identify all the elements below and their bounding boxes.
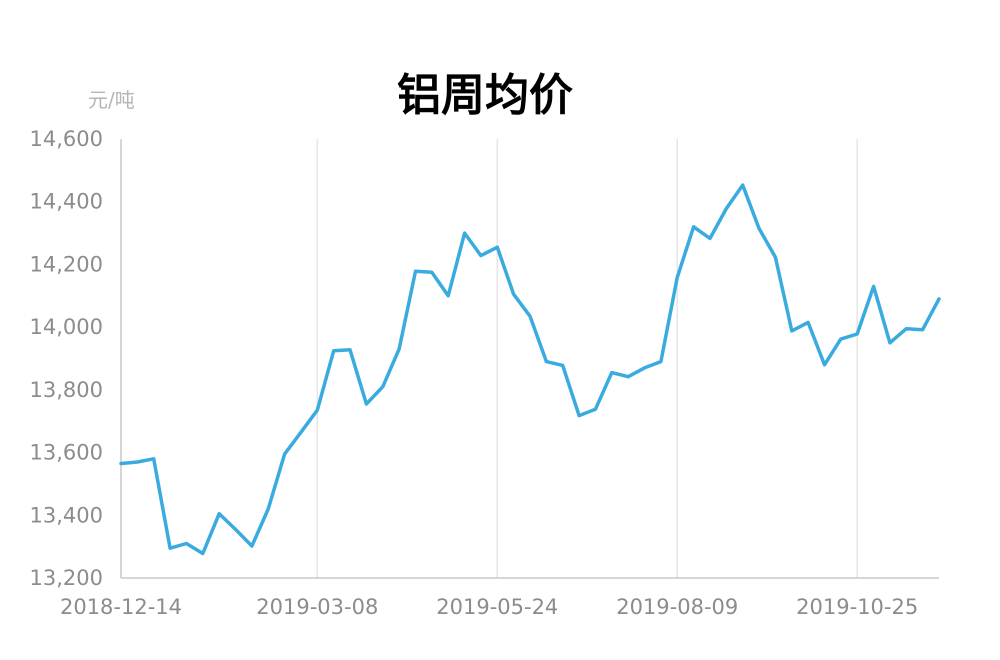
data-point — [381, 385, 384, 388]
x-tick-label: 2019-05-24 — [436, 595, 558, 619]
series-aluminum-weekly-price — [119, 183, 941, 556]
data-point — [790, 329, 793, 333]
data-point — [332, 349, 335, 352]
y-tick-label: 13,600 — [30, 441, 103, 465]
y-tick-label: 14,400 — [30, 190, 103, 214]
data-point — [185, 542, 188, 545]
data-point — [676, 276, 679, 279]
data-point — [561, 364, 564, 367]
data-point — [267, 507, 270, 511]
data-point — [218, 512, 221, 515]
data-point — [430, 271, 433, 274]
y-tick-label: 14,600 — [30, 127, 103, 151]
data-point — [479, 254, 483, 257]
data-point — [905, 327, 908, 330]
data-point — [937, 297, 941, 301]
data-point — [463, 231, 466, 235]
data-point — [725, 207, 728, 210]
data-point — [152, 457, 155, 460]
data-point — [316, 409, 319, 412]
data-point — [414, 270, 417, 273]
x-axis-ticks: 2018-12-14 2019-03-08 2019-05-24 2019-08-09… — [60, 595, 918, 619]
x-tick-label: 2019-03-08 — [256, 595, 378, 619]
data-point — [512, 293, 515, 296]
data-point — [234, 528, 237, 531]
data-point — [659, 360, 663, 363]
data-point — [823, 363, 826, 366]
data-point — [692, 225, 695, 228]
data-point — [168, 547, 172, 550]
data-point — [545, 360, 548, 363]
data-point — [872, 285, 875, 288]
data-point — [839, 337, 842, 341]
y-tick-label: 13,200 — [30, 566, 103, 590]
data-point — [610, 371, 613, 374]
data-point — [447, 294, 450, 297]
x-tick-label: 2018-12-14 — [60, 595, 182, 619]
grid-lines — [316, 139, 858, 578]
data-point — [708, 237, 712, 240]
x-tick-label: 2019-10-25 — [796, 595, 918, 619]
data-point — [856, 332, 859, 336]
data-point — [496, 246, 499, 249]
y-tick-label: 13,400 — [30, 503, 103, 527]
data-point — [348, 348, 352, 351]
data-point — [774, 256, 777, 259]
data-point — [741, 183, 744, 187]
data-point — [365, 402, 368, 406]
series-line — [119, 183, 941, 556]
data-point — [577, 414, 581, 417]
data-point — [201, 552, 204, 555]
data-point — [283, 452, 286, 456]
chart-title: 铝周均价 — [397, 70, 573, 121]
data-point — [757, 227, 761, 230]
y-tick-label: 14,000 — [30, 315, 103, 339]
data-point — [397, 347, 401, 351]
data-point — [888, 341, 892, 344]
data-point — [250, 544, 254, 548]
y-axis-unit-label: 元/吨 — [88, 88, 135, 112]
data-point — [643, 366, 646, 370]
data-point — [119, 462, 123, 465]
data-point — [627, 375, 630, 378]
data-point — [806, 321, 810, 324]
data-point — [528, 315, 532, 318]
x-tick-label: 2019-08-09 — [616, 595, 738, 619]
data-point — [921, 328, 924, 331]
y-axis-ticks: 13,200 13,400 13,600 13,800 14,000 14,200 14,4… — [30, 127, 103, 590]
data-point — [594, 408, 597, 411]
y-tick-label: 14,200 — [30, 252, 103, 276]
y-tick-label: 13,800 — [30, 378, 103, 402]
axes — [120, 139, 939, 579]
data-point — [136, 460, 139, 464]
data-point — [299, 431, 303, 434]
